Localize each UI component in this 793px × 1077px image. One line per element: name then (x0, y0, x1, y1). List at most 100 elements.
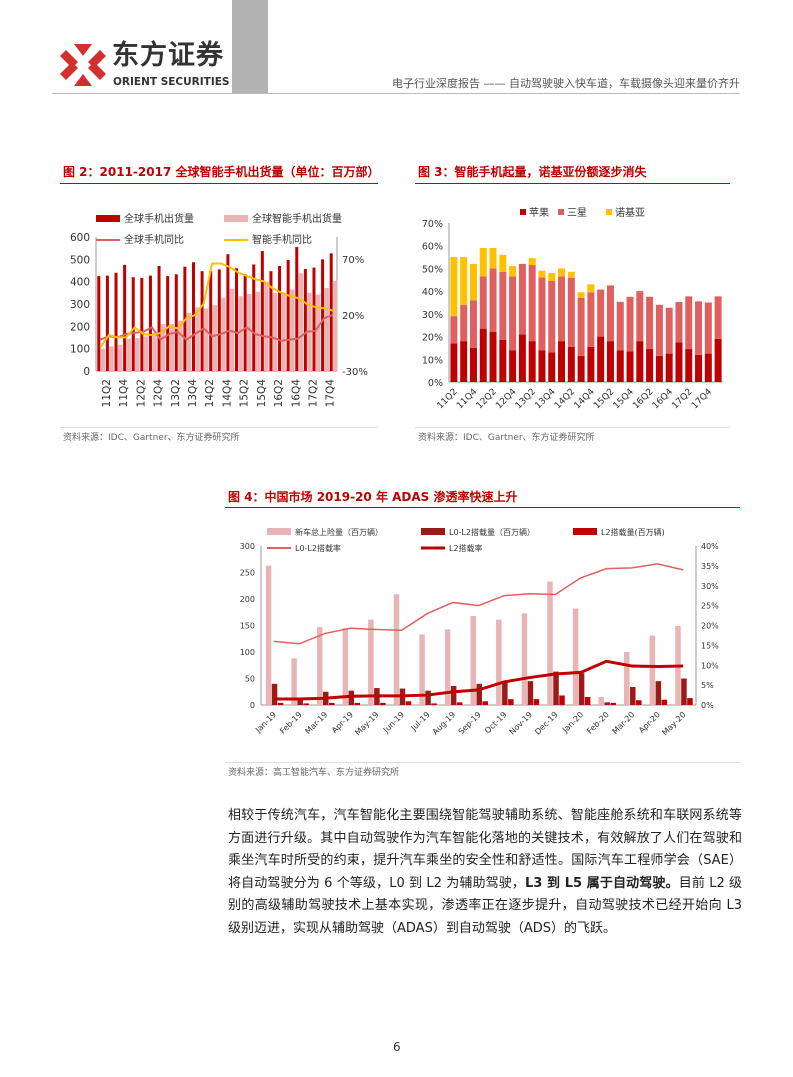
bar-apple (655, 355, 663, 382)
bar-smartphone-shipments (289, 289, 295, 371)
legend-label: 诺基亚 (615, 206, 645, 219)
legend-label: 三星 (567, 207, 587, 219)
figure-2-source: 资料来源：IDC、Gartner、东方证券研究所 (63, 433, 240, 443)
y-tick-label: 70% (422, 219, 443, 230)
bar-apple (626, 351, 634, 382)
bar-apple (587, 346, 595, 382)
bar-smartphone-shipments (186, 312, 192, 371)
y2-tick-label: -30% (342, 367, 368, 378)
x-tick-label: 16Q4 (290, 379, 302, 408)
bar-smartphone-shipments (203, 308, 209, 371)
bar-new-cars (572, 608, 579, 705)
x-tick-label: 14Q2 (204, 379, 216, 407)
bar-new-cars (649, 635, 656, 705)
figure-2-chart: 0 100 200 300 400 500 600 -30% 20% 70% 11Q2 11Q4 12Q… (70, 212, 368, 408)
y-tick-label: 30% (422, 310, 443, 321)
x-tick-label: Oct-19 (483, 710, 508, 735)
bar-new-cars (393, 594, 400, 705)
x-tick-label: 11Q2 (101, 379, 113, 407)
y-tick-label: 10% (422, 355, 443, 366)
bar-new-cars (265, 565, 272, 705)
bar-nokia (489, 247, 497, 269)
y-tick-label: 0% (428, 378, 443, 389)
bar-apple (528, 341, 536, 382)
y2-tick-label: 40% (701, 542, 719, 551)
bar-smartphone-shipments (143, 336, 149, 371)
legend-l2-volume-swatch (573, 528, 597, 535)
bar-samsung (558, 276, 566, 342)
bar-samsung (499, 271, 507, 340)
legend-smartphone-shipments: 全球智能手机出货量 (252, 212, 342, 225)
figure-3-title: 图 3：智能手机起量，诺基亚份额逐步消失 (418, 165, 647, 179)
x-tick-label: Sep-19 (457, 710, 483, 736)
y2-tick-label: 20% (701, 622, 719, 631)
bar-samsung (636, 291, 644, 342)
y-tick-label: 60% (422, 242, 443, 253)
bar-l0-l2-volume (271, 683, 278, 705)
legend-swatch-0 (520, 209, 526, 215)
bar-new-cars (521, 613, 528, 705)
bar-apple (518, 334, 526, 382)
x-tick-label: 13Q2 (170, 379, 182, 407)
bar-apple (509, 350, 517, 382)
bar-phone-shipments (295, 247, 299, 371)
legend-phone-shipments: 全球手机出货量 (124, 212, 194, 225)
bar-l0-l2-volume (681, 678, 687, 705)
x-tick-label: May-19 (353, 710, 380, 737)
x-tick-label: 15Q4 (612, 387, 636, 411)
legend-swatch-1 (558, 209, 564, 215)
line-l2-rate (273, 659, 684, 701)
bar-phone-shipments (226, 254, 230, 371)
figure-4-title: 图 4：中国市场 2019-20 年 ADAS 渗透率快速上升 (228, 490, 518, 504)
bar-l2-volume (354, 702, 361, 705)
bar-apple (704, 353, 712, 382)
legend-smartphone-shipments-swatch (224, 215, 248, 222)
body-bold-text: L3 到 L5 属于自动驾驶。 (525, 875, 679, 891)
y-tick-label: 300 (70, 299, 90, 311)
y2-tick-label: 15% (701, 641, 719, 650)
bar-new-cars (342, 628, 349, 705)
bar-apple (665, 353, 673, 382)
bar-l2-volume (584, 697, 591, 705)
legend-new-cars: 新车总上险量（百万辆） (295, 527, 383, 537)
legend-l0-l2-volume-swatch (421, 528, 445, 535)
y-tick-label: 600 (70, 232, 90, 244)
bar-samsung (528, 265, 536, 342)
bar-apple (606, 341, 614, 382)
bar-samsung (567, 277, 575, 347)
logo-cn: 东方证券 (112, 40, 224, 71)
bar-l0-l2-volume (578, 673, 585, 705)
bar-new-cars (547, 581, 553, 705)
x-tick-label: Aug-19 (431, 710, 458, 737)
figure-2-title-rule (60, 183, 378, 184)
x-tick-label: Nov-19 (508, 710, 534, 736)
bar-new-cars (419, 634, 425, 705)
x-tick-label: 12Q2 (475, 387, 499, 411)
bar-samsung (626, 296, 634, 352)
bar-l2-volume (380, 702, 386, 705)
bar-l2-volume (636, 700, 642, 705)
y-tick-label: 300 (240, 542, 255, 551)
bar-phone-shipments (217, 269, 221, 371)
bar-l2-volume (405, 701, 412, 705)
y-tick-label: 100 (70, 344, 90, 356)
bar-apple (548, 352, 556, 382)
figure-3-chart: 0%10%20%30%40%50%60%70%11Q211Q412Q212Q41… (422, 206, 723, 411)
bar-smartphone-shipments (255, 291, 261, 371)
x-tick-label: 15Q2 (239, 379, 251, 407)
x-tick-label: Feb-20 (585, 710, 611, 736)
x-tick-label: 11Q2 (436, 387, 460, 411)
figure-3-source-rule (415, 427, 730, 428)
bar-l2-volume (559, 695, 565, 705)
bar-nokia (509, 266, 517, 277)
bar-samsung (597, 289, 605, 337)
legend-l2-rate: L2搭载率 (449, 543, 483, 553)
bar-l2-volume (303, 703, 309, 705)
bar-smartphone-shipments (221, 297, 226, 371)
x-tick-label: 17Q2 (670, 387, 694, 411)
bar-nokia (528, 258, 536, 266)
bar-apple (577, 355, 585, 382)
bar-phone-shipments (235, 268, 239, 371)
bar-smartphone-shipments (238, 296, 243, 371)
bar-apple (714, 338, 722, 382)
